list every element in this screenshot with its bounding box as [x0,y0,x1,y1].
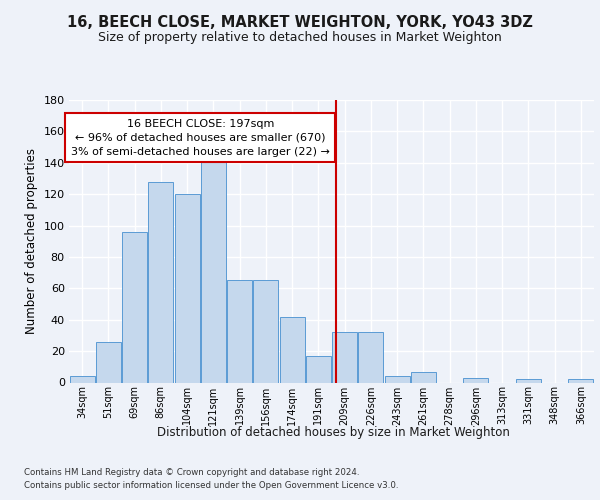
Text: 16 BEECH CLOSE: 197sqm
← 96% of detached houses are smaller (670)
3% of semi-det: 16 BEECH CLOSE: 197sqm ← 96% of detached… [71,119,329,157]
Bar [280,316,305,382]
Bar [463,378,488,382]
Bar [516,380,541,382]
Bar [332,332,357,382]
Bar [306,356,331,382]
Bar [96,342,121,382]
Bar [568,380,593,382]
Text: Size of property relative to detached houses in Market Weighton: Size of property relative to detached ho… [98,31,502,44]
Bar [70,376,95,382]
Text: Distribution of detached houses by size in Market Weighton: Distribution of detached houses by size … [157,426,509,439]
Text: 16, BEECH CLOSE, MARKET WEIGHTON, YORK, YO43 3DZ: 16, BEECH CLOSE, MARKET WEIGHTON, YORK, … [67,15,533,30]
Bar [148,182,173,382]
Bar [175,194,200,382]
Bar [385,376,410,382]
Bar [201,146,226,382]
Bar [253,280,278,382]
Bar [358,332,383,382]
Text: Contains public sector information licensed under the Open Government Licence v3: Contains public sector information licen… [24,480,398,490]
Text: Contains HM Land Registry data © Crown copyright and database right 2024.: Contains HM Land Registry data © Crown c… [24,468,359,477]
Y-axis label: Number of detached properties: Number of detached properties [25,148,38,334]
Bar [122,232,147,382]
Bar [227,280,252,382]
Bar [411,372,436,382]
